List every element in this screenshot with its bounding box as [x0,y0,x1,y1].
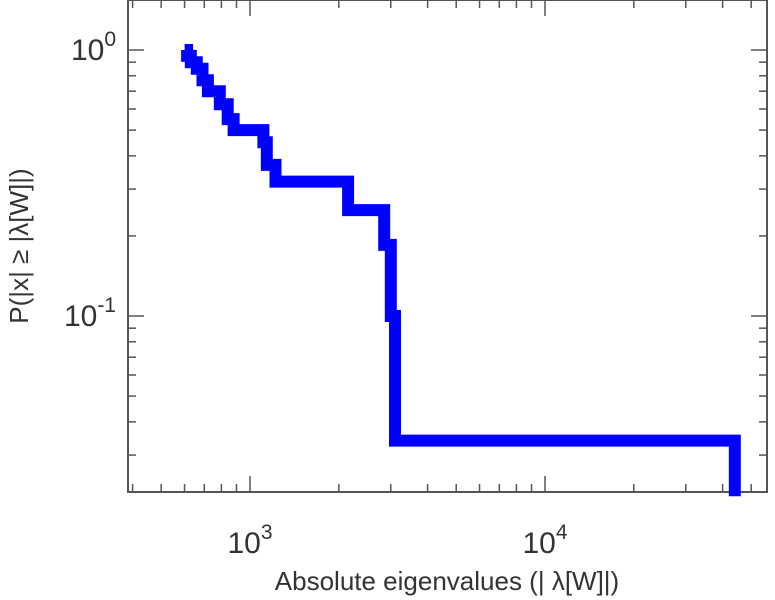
x-tick-label: 103 [227,521,272,560]
minor-ticks [128,0,767,492]
y-tick-label: 10-1 [64,294,116,333]
y-axis-label: P(|x| ≥ |λ[W]|) [4,168,34,323]
plot-frame [127,0,768,493]
series-layer [181,44,741,497]
major-ticks [128,0,767,492]
x-tick-label: 104 [522,521,567,560]
tick-labels: 103 104 100 10-1 [64,28,568,560]
series-line [181,44,741,497]
y-tick-label: 100 [71,28,116,67]
x-axis-label: Absolute eigenvalues (| λ[W]|) [275,566,619,596]
